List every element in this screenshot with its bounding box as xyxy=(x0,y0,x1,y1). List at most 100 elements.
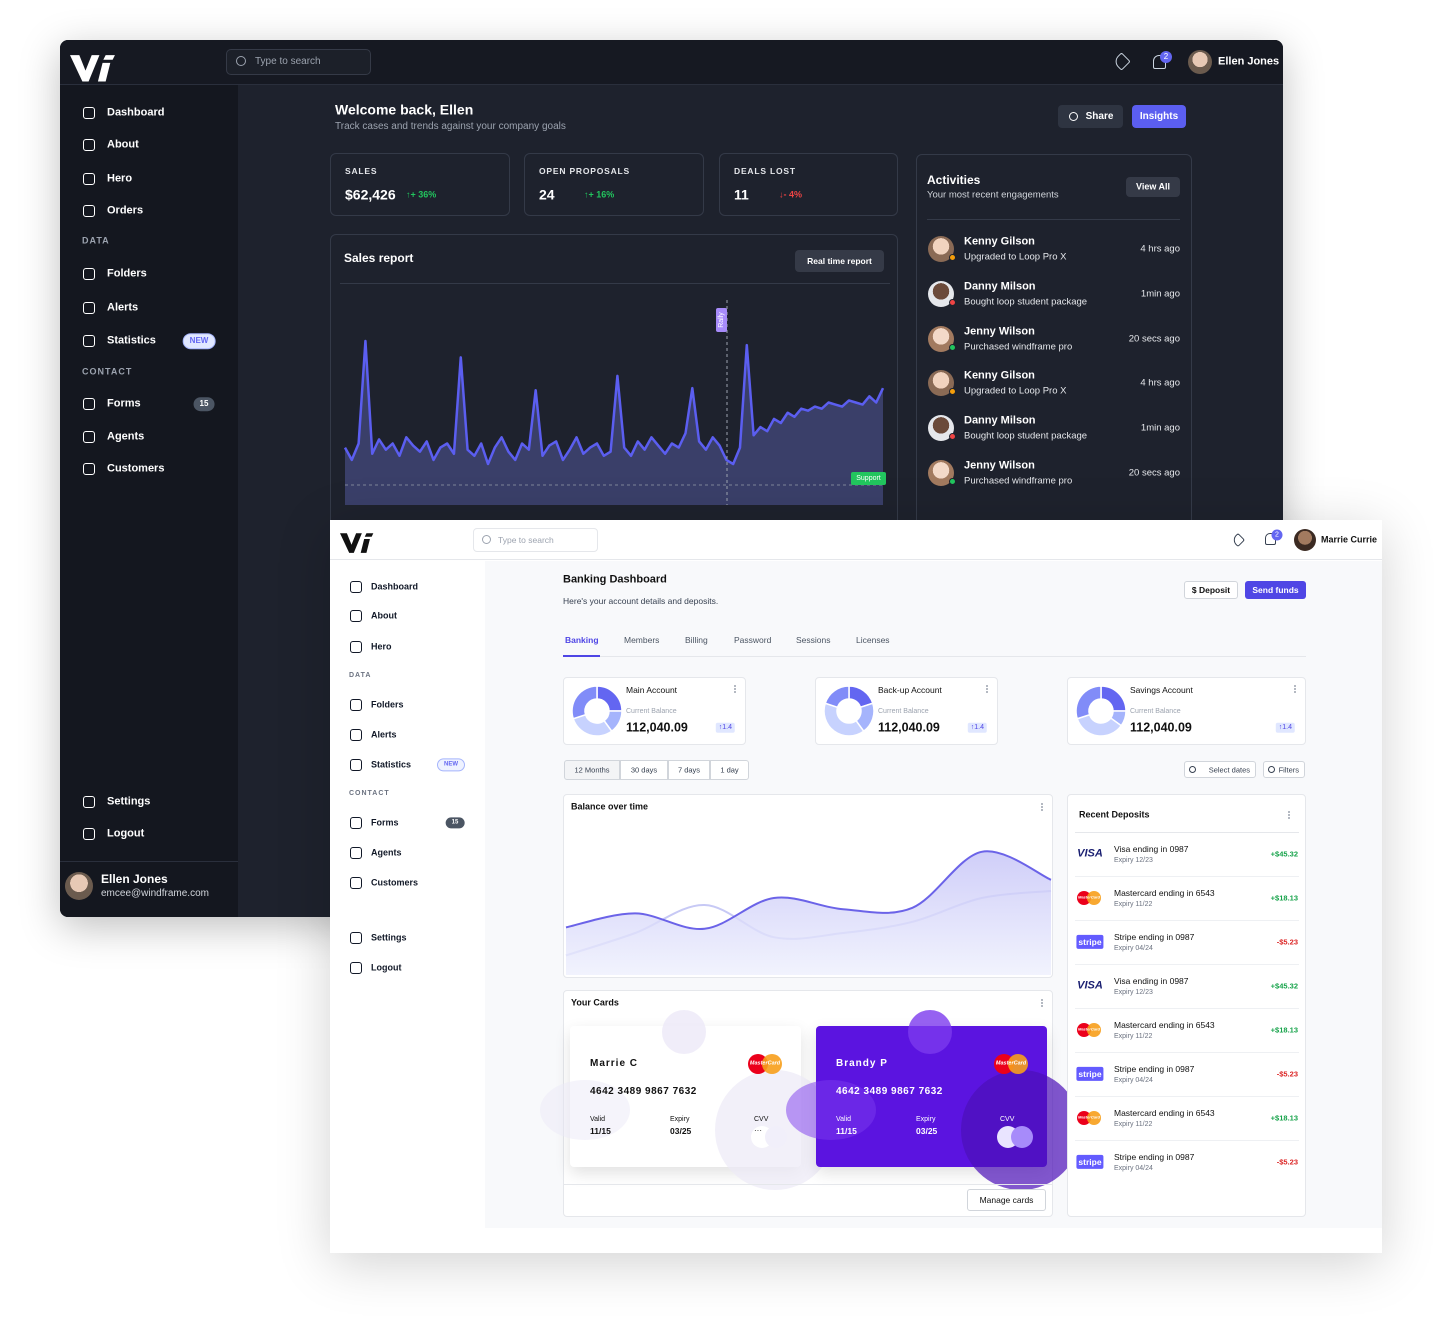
range-button[interactable] xyxy=(620,760,668,780)
tab[interactable]: Banking xyxy=(565,634,599,645)
card-holder: Marrie C xyxy=(590,1058,639,1069)
button-label[interactable]: Manage cards xyxy=(979,1194,1034,1205)
deposit-amount: +$45.32 xyxy=(1270,981,1298,991)
balance-label: Current Balance xyxy=(878,707,929,715)
nav-item[interactable]: Agents xyxy=(107,430,145,443)
range-label[interactable]: 1 day xyxy=(720,765,739,775)
nav-item[interactable]: Hero xyxy=(371,641,392,652)
nav-icon xyxy=(83,796,95,808)
stat-change: ↑+ 36% xyxy=(406,189,437,200)
search-box[interactable] xyxy=(226,49,371,75)
nav-item[interactable]: Orders xyxy=(107,204,144,217)
balance-value: 112,040.09 xyxy=(878,720,940,735)
nav-item[interactable]: Settings xyxy=(107,795,151,808)
nav-badge: NEW xyxy=(182,333,216,349)
menu-dot xyxy=(734,691,736,693)
divider xyxy=(1075,1140,1299,1141)
nav-item[interactable]: Agents xyxy=(371,847,402,858)
button-label[interactable]: Insights xyxy=(1139,111,1179,122)
nav-item[interactable]: About xyxy=(371,610,397,621)
deposit-name: Mastercard ending in 6543 xyxy=(1114,887,1215,898)
nav-section: CONTACT xyxy=(349,789,390,797)
tab[interactable]: Billing xyxy=(685,634,708,645)
filter-icon xyxy=(1189,766,1196,773)
user-name[interactable]: Marrie Currie xyxy=(1321,534,1378,545)
activity-time: 20 secs ago xyxy=(1128,467,1180,479)
range-button[interactable] xyxy=(710,760,749,780)
button-label[interactable]: Send funds xyxy=(1252,584,1299,595)
range-label[interactable]: 12 Months xyxy=(574,765,610,775)
nav-item[interactable]: Logout xyxy=(107,827,145,840)
nav-item[interactable]: Customers xyxy=(371,877,419,888)
button[interactable] xyxy=(1245,581,1306,599)
search-box[interactable] xyxy=(473,528,598,552)
button-label[interactable]: View All xyxy=(1135,181,1171,192)
nav-icon xyxy=(350,581,362,593)
button-label[interactable]: Real time report xyxy=(807,255,872,266)
welcome-title: Welcome back, Ellen xyxy=(335,101,474,118)
nav-item[interactable]: Forms xyxy=(107,397,141,410)
deposit-logo: MasterCard xyxy=(1077,894,1101,900)
activity-time: 1min ago xyxy=(1140,288,1180,300)
card-holder: Brandy P xyxy=(836,1058,888,1069)
nav-item[interactable]: Settings xyxy=(371,932,407,943)
tab[interactable]: Members xyxy=(624,634,660,645)
filter-button[interactable] xyxy=(1263,761,1305,778)
activity-time: 4 hrs ago xyxy=(1140,243,1180,255)
divider xyxy=(1075,1008,1299,1009)
nav-item[interactable]: Dashboard xyxy=(371,581,419,592)
deposit-logo: VISA xyxy=(1077,979,1103,992)
stat-label: SALES xyxy=(345,165,378,176)
nav-icon xyxy=(83,107,95,119)
deposit-amount: +$18.13 xyxy=(1270,1113,1298,1123)
menu-dot xyxy=(1041,806,1043,808)
rally-tag xyxy=(716,308,727,332)
tab[interactable]: Licenses xyxy=(856,634,890,645)
card-number: 4642 3489 9867 7632 xyxy=(590,1086,697,1097)
deposit-amount: -$5.23 xyxy=(1276,1157,1298,1167)
nav-item[interactable]: Alerts xyxy=(107,301,139,314)
button[interactable] xyxy=(1058,105,1123,128)
nav-icon xyxy=(350,932,362,944)
nav-item[interactable]: Dashboard xyxy=(107,106,165,119)
button[interactable] xyxy=(795,250,884,272)
button-label[interactable]: Share xyxy=(1085,111,1114,122)
card-title: Balance over time xyxy=(571,801,649,812)
button[interactable] xyxy=(1184,581,1238,599)
nav-item[interactable]: Forms xyxy=(371,817,399,828)
menu-dot xyxy=(734,688,736,690)
button[interactable] xyxy=(967,1189,1046,1211)
nav-badge: 15 xyxy=(193,397,215,411)
status-dot xyxy=(949,433,956,440)
range-label[interactable]: 30 days xyxy=(630,765,658,775)
nav-item[interactable]: Logout xyxy=(371,962,402,973)
nav-item[interactable]: Folders xyxy=(371,699,404,710)
deposit-name: Visa ending in 0987 xyxy=(1114,975,1189,986)
menu-dot xyxy=(1041,1005,1043,1007)
button-label[interactable]: $ Deposit xyxy=(1191,584,1231,595)
nav-item[interactable]: Statistics xyxy=(371,759,412,770)
nav-item[interactable]: Hero xyxy=(107,172,133,185)
filter-button[interactable] xyxy=(1184,761,1256,778)
nav-item[interactable]: Statistics xyxy=(107,334,156,347)
deposit-logo: MasterCard xyxy=(1077,1026,1101,1032)
user-name[interactable]: Ellen Jones xyxy=(1218,55,1280,68)
nav-item[interactable]: Alerts xyxy=(371,729,397,740)
range-button[interactable] xyxy=(668,760,710,780)
tab[interactable]: Sessions xyxy=(796,634,831,645)
button[interactable] xyxy=(1126,177,1180,197)
filter-label[interactable]: Select dates xyxy=(1208,765,1250,775)
range-label[interactable]: 7 days xyxy=(677,765,701,775)
activity-time: 1min ago xyxy=(1140,422,1180,434)
range-button[interactable] xyxy=(564,760,620,780)
nav-item[interactable]: Customers xyxy=(107,462,165,475)
nav-item[interactable]: About xyxy=(107,138,139,151)
account-name: Main Account xyxy=(626,684,678,695)
filter-label[interactable]: Filters xyxy=(1278,765,1299,775)
activity-name: Danny Milson xyxy=(964,280,1036,293)
nav-item[interactable]: Folders xyxy=(107,267,147,280)
button[interactable] xyxy=(1132,105,1186,128)
tab[interactable]: Password xyxy=(734,634,772,645)
nav-icon xyxy=(83,173,95,185)
notification-badge: 2 xyxy=(1160,51,1172,63)
